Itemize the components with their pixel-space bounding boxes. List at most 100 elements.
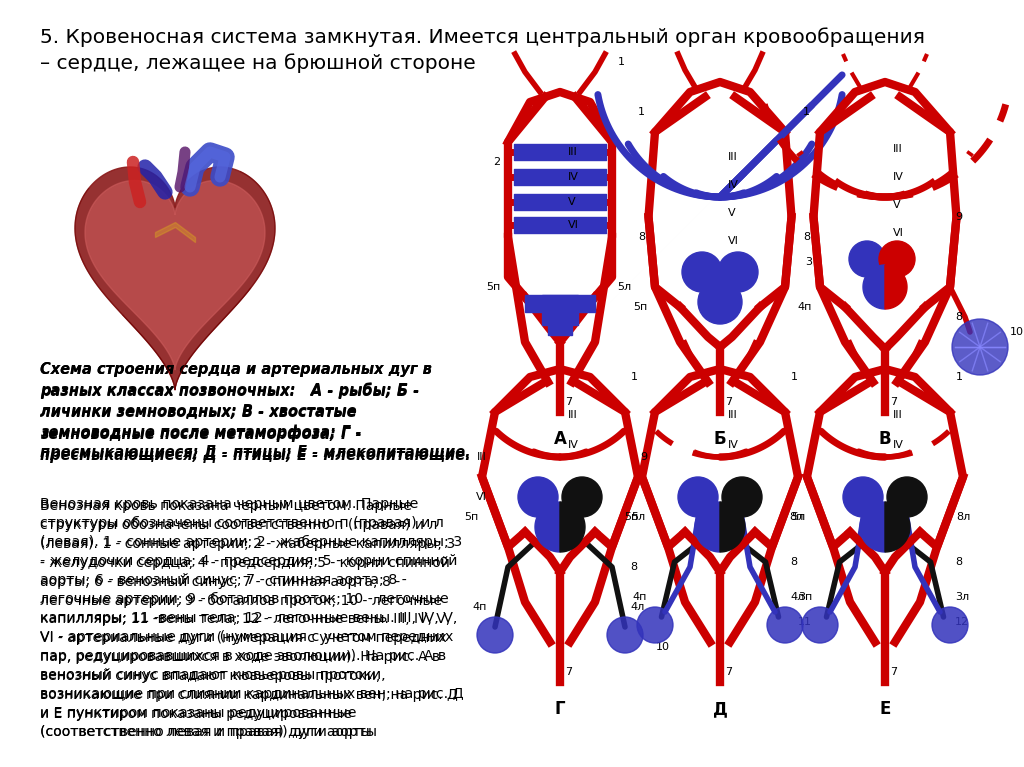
Circle shape	[952, 319, 1008, 375]
Circle shape	[932, 607, 968, 643]
Text: 4л: 4л	[630, 602, 644, 612]
Polygon shape	[525, 299, 545, 312]
Text: V: V	[893, 200, 901, 210]
Text: 8: 8	[790, 557, 797, 567]
Text: 4п: 4п	[473, 602, 487, 612]
Circle shape	[607, 617, 643, 653]
Circle shape	[722, 477, 762, 517]
Polygon shape	[885, 265, 907, 309]
Text: 4п: 4п	[856, 267, 870, 277]
Text: В: В	[879, 430, 891, 448]
Text: 1: 1	[638, 107, 645, 117]
Text: Венозная кровь показана черным цветом. Парные
структуры обозначены соответственн: Венозная кровь показана черным цветом. П…	[40, 497, 464, 739]
Circle shape	[678, 477, 718, 517]
Text: 5п: 5п	[633, 302, 647, 312]
Text: 8: 8	[630, 562, 637, 572]
Polygon shape	[863, 265, 885, 309]
Text: 10: 10	[656, 642, 670, 652]
Text: VI: VI	[568, 220, 579, 230]
Text: 8: 8	[955, 557, 963, 567]
Text: III: III	[893, 410, 903, 420]
Text: 8: 8	[638, 232, 645, 242]
Text: 1: 1	[803, 107, 810, 117]
Text: 7: 7	[565, 397, 572, 407]
Polygon shape	[695, 502, 720, 552]
Text: VI: VI	[728, 236, 739, 246]
Text: Е: Е	[880, 700, 891, 718]
Text: 9: 9	[640, 452, 647, 462]
Text: 1: 1	[956, 372, 963, 382]
Text: 11: 11	[798, 617, 812, 627]
Circle shape	[682, 252, 722, 292]
Text: 8л: 8л	[956, 512, 971, 522]
Text: III: III	[568, 147, 578, 157]
Text: 7: 7	[565, 667, 572, 677]
Text: 1: 1	[791, 372, 798, 382]
Polygon shape	[575, 299, 595, 312]
Text: 3: 3	[805, 257, 812, 267]
Text: 7: 7	[725, 397, 732, 407]
Text: 8п: 8п	[790, 512, 804, 522]
Text: III: III	[568, 410, 578, 420]
Polygon shape	[885, 502, 910, 552]
Text: III: III	[477, 452, 487, 462]
Circle shape	[518, 477, 558, 517]
Text: А: А	[554, 430, 566, 448]
Text: – сердце, лежащее на брюшной стороне: – сердце, лежащее на брюшной стороне	[40, 53, 476, 73]
Polygon shape	[542, 295, 578, 325]
Circle shape	[718, 252, 758, 292]
Text: Венозная кровь показана черным цветом. Парные
структуры обозначены соответственн: Венозная кровь показана черным цветом. П…	[40, 499, 458, 739]
Polygon shape	[75, 167, 275, 390]
Text: 5п: 5п	[625, 512, 639, 522]
Text: 3: 3	[541, 302, 548, 312]
Text: Г: Г	[555, 700, 565, 718]
Polygon shape	[720, 502, 745, 552]
Text: 7: 7	[725, 667, 732, 677]
Text: 3п: 3п	[798, 592, 812, 602]
Text: 8: 8	[955, 312, 963, 322]
Text: IV: IV	[893, 440, 904, 450]
Text: Схема строения сердца и артериальных дуг в
разных классах позвоночных:   А - рыб: Схема строения сердца и артериальных дуг…	[40, 362, 471, 460]
Circle shape	[637, 607, 673, 643]
Polygon shape	[560, 502, 585, 552]
Circle shape	[698, 280, 742, 324]
Text: 2: 2	[493, 157, 500, 167]
Text: VI: VI	[893, 228, 904, 238]
Text: III: III	[728, 410, 737, 420]
Text: Схема строения сердца и артериальных дуг в
разных классах позвоночных:   А - рыб: Схема строения сердца и артериальных дуг…	[40, 362, 471, 463]
Text: III: III	[728, 152, 737, 162]
Text: 5п: 5п	[465, 512, 479, 522]
Text: III: III	[893, 144, 903, 154]
Text: 6: 6	[565, 324, 572, 334]
Circle shape	[843, 477, 883, 517]
Text: Д: Д	[713, 700, 727, 718]
Text: 1: 1	[618, 57, 625, 67]
Text: 7: 7	[890, 667, 897, 677]
Text: 4л: 4л	[790, 592, 804, 602]
Text: IV: IV	[893, 172, 904, 182]
Text: 9: 9	[955, 212, 963, 222]
Text: V: V	[728, 208, 735, 218]
Polygon shape	[860, 502, 885, 552]
Circle shape	[849, 241, 885, 277]
Polygon shape	[548, 323, 572, 335]
Circle shape	[802, 607, 838, 643]
Text: Б: Б	[714, 430, 726, 448]
Circle shape	[477, 617, 513, 653]
Text: 4п: 4п	[798, 302, 812, 312]
Polygon shape	[85, 180, 265, 370]
Circle shape	[887, 477, 927, 517]
Text: 4п: 4п	[633, 592, 647, 602]
Text: 1: 1	[631, 372, 638, 382]
Text: 4: 4	[582, 297, 589, 307]
Text: IV: IV	[568, 172, 579, 182]
Text: 8: 8	[803, 232, 810, 242]
Text: VI: VI	[476, 492, 487, 502]
Text: VI: VI	[565, 527, 575, 537]
Circle shape	[562, 477, 602, 517]
Text: 12: 12	[955, 617, 969, 627]
Text: 3л: 3л	[955, 592, 969, 602]
Text: 5л: 5л	[617, 282, 631, 292]
Text: V: V	[568, 197, 575, 207]
Polygon shape	[535, 502, 560, 552]
